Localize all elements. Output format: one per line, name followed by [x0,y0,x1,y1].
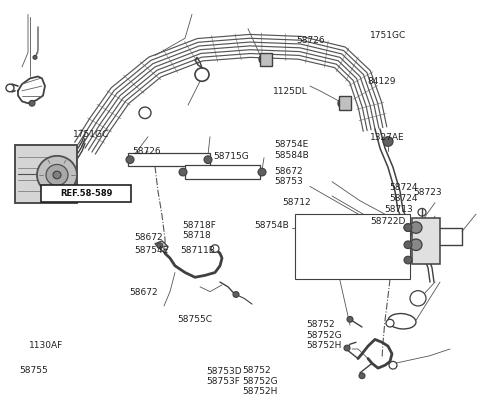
Text: 58713: 58713 [384,205,413,214]
Circle shape [204,156,212,164]
Bar [15,145,77,203]
Text: 58726: 58726 [132,147,161,156]
Ellipse shape [388,314,416,329]
Circle shape [344,345,350,351]
Circle shape [347,316,353,322]
Text: 58715G: 58715G [214,152,249,161]
Text: REF.58-589: REF.58-589 [60,189,112,198]
Circle shape [404,241,412,249]
Text: 58753D
58753F: 58753D 58753F [206,367,242,386]
Text: 58672: 58672 [130,288,158,297]
Text: 58752
58752G
58752H: 58752 58752G 58752H [242,366,278,396]
Text: 1130AF: 1130AF [29,342,63,350]
Text: 58672: 58672 [134,233,163,242]
Circle shape [179,168,187,176]
Bar [295,214,410,279]
Circle shape [418,208,426,216]
Text: 84129: 84129 [367,77,396,86]
Circle shape [386,319,394,327]
Text: 58724: 58724 [389,194,417,203]
Text: 1327AE: 1327AE [370,133,404,142]
Text: 58754B: 58754B [254,221,289,229]
Bar [185,166,260,179]
Bar [339,96,351,110]
Text: 1125DL: 1125DL [273,87,307,96]
Text: 58753: 58753 [275,178,303,186]
Circle shape [410,239,422,251]
Circle shape [195,68,209,81]
Circle shape [359,373,365,379]
Text: 58672: 58672 [275,167,303,176]
Circle shape [389,361,397,369]
Text: 1751GC: 1751GC [73,130,109,140]
Text: 58755: 58755 [19,366,48,375]
Circle shape [233,292,239,297]
Text: 58723: 58723 [414,188,443,197]
Circle shape [404,224,412,231]
Text: 58718F
58718: 58718F 58718 [182,221,216,240]
Text: 58752
58752G
58752H: 58752 58752G 58752H [306,320,342,350]
Text: 58724: 58724 [389,183,417,192]
Bar [260,53,272,66]
Text: 58754E: 58754E [134,246,168,255]
Circle shape [383,137,393,146]
Circle shape [33,55,37,59]
Text: 58722D: 58722D [371,217,406,226]
Circle shape [126,156,134,164]
Text: 58711B: 58711B [180,246,215,255]
FancyBboxPatch shape [41,184,131,202]
Circle shape [46,164,68,186]
Text: 58726: 58726 [297,36,325,45]
Circle shape [157,243,163,249]
Circle shape [404,224,412,231]
Circle shape [37,156,77,194]
Text: 58712: 58712 [282,198,311,207]
Text: 58755C: 58755C [178,315,213,324]
Bar [128,153,210,166]
Circle shape [6,84,14,92]
Text: 1751GC: 1751GC [370,31,406,40]
Circle shape [410,222,422,233]
Circle shape [258,168,266,176]
Bar [412,218,440,264]
Circle shape [410,290,426,306]
Circle shape [404,256,412,264]
Text: 58754E
58584B: 58754E 58584B [275,140,309,160]
Circle shape [53,171,61,179]
Circle shape [139,107,151,119]
Circle shape [211,245,219,253]
Circle shape [29,101,35,106]
Circle shape [259,55,269,64]
Circle shape [338,99,348,108]
